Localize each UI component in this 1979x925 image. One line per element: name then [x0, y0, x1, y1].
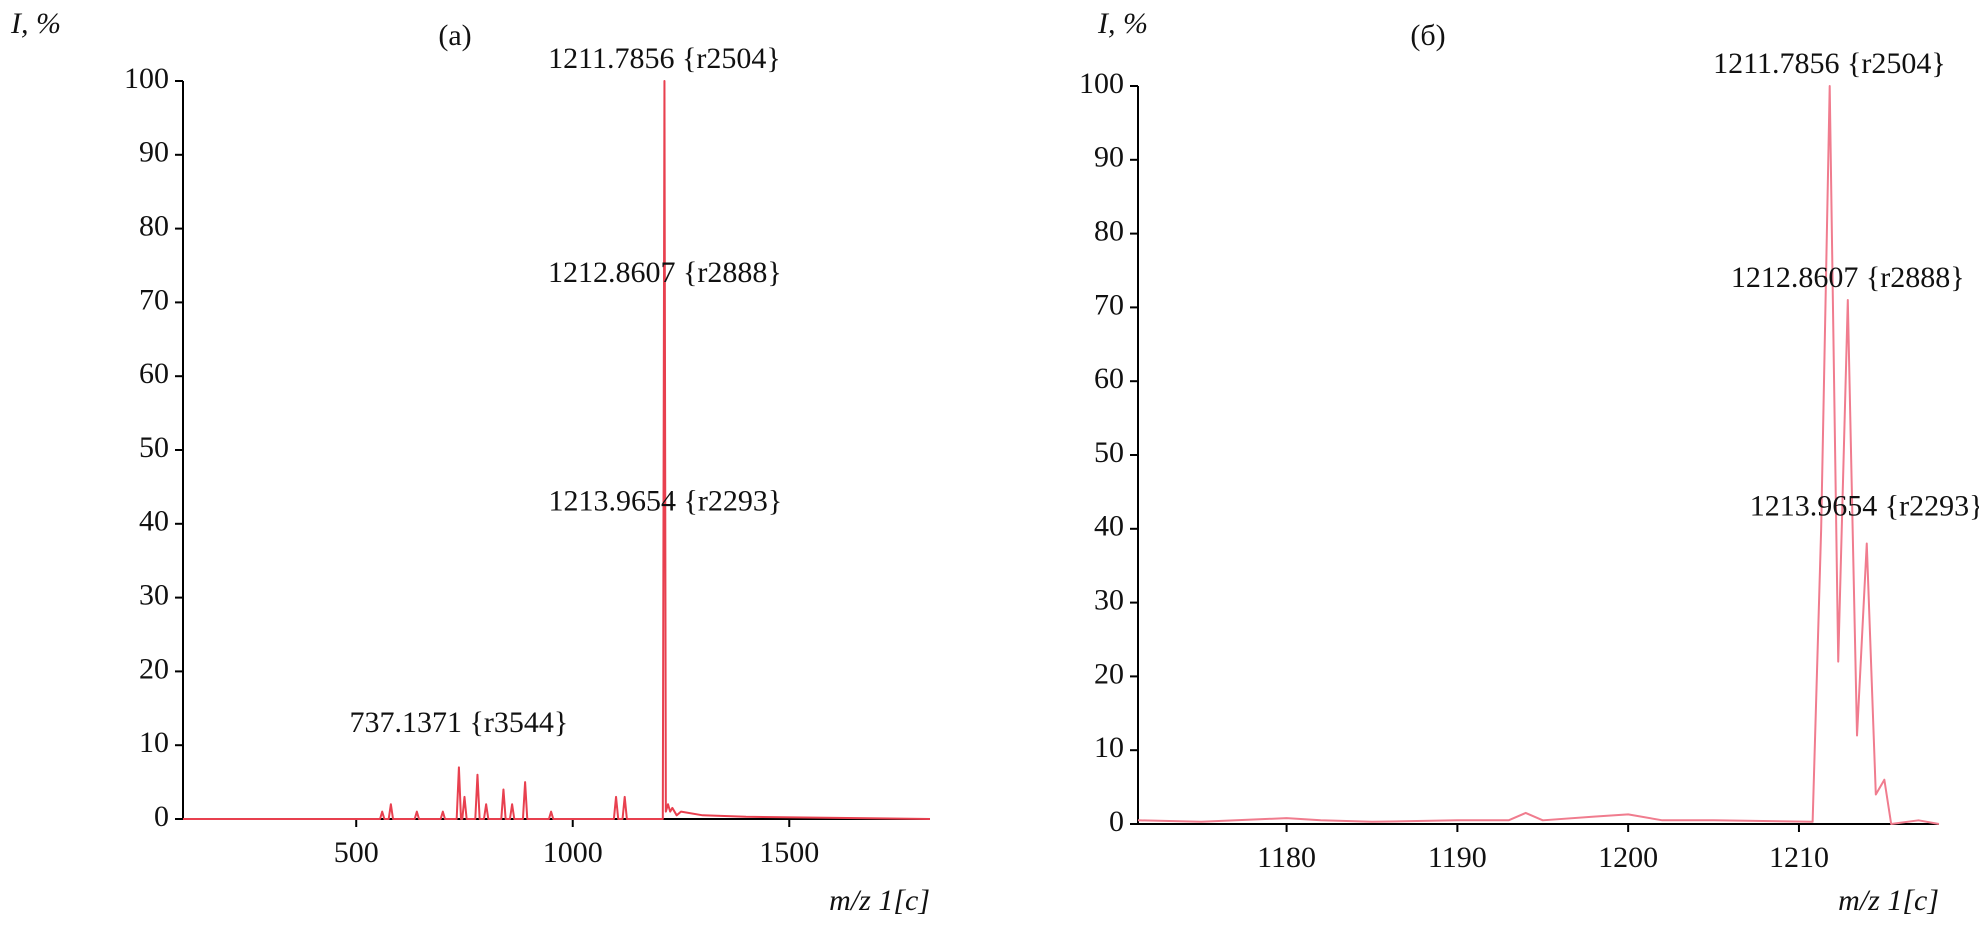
y-tick-label: 10	[1094, 731, 1124, 764]
y-tick-label: 70	[139, 283, 169, 316]
y-tick-label: 20	[139, 652, 169, 685]
x-tick-label: 1180	[1257, 841, 1316, 874]
y-tick-label: 0	[154, 800, 169, 833]
x-axis-label: m/z 1[c]	[1838, 884, 1939, 917]
spectrum-line	[183, 80, 931, 820]
y-tick-label: 50	[139, 431, 169, 464]
y-axis-label: I, %	[10, 7, 61, 40]
x-tick-label: 1200	[1598, 841, 1658, 874]
y-tick-label: 90	[1094, 141, 1124, 174]
y-tick-label: 90	[139, 136, 169, 169]
y-tick-label: 40	[139, 505, 169, 538]
y-tick-label: 0	[1109, 805, 1124, 838]
y-tick-label: 60	[1094, 362, 1124, 395]
y-tick-label: 50	[1094, 436, 1124, 469]
y-tick-label: 80	[139, 209, 169, 242]
chart-title: (б)	[1410, 19, 1445, 52]
y-tick-label: 60	[139, 357, 169, 390]
y-tick-label: 20	[1094, 657, 1124, 690]
y-tick-label: 80	[1094, 214, 1124, 247]
chart-title: (a)	[438, 19, 471, 52]
peak-label: 1213.9654 {r2293}	[548, 485, 782, 518]
x-tick-label: 1210	[1769, 841, 1829, 874]
x-tick-label: 1190	[1428, 841, 1487, 874]
peak-label: 1212.8607 {r2888}	[1731, 261, 1965, 294]
x-axis-label: m/z 1[c]	[829, 884, 930, 917]
x-tick-label: 1500	[759, 836, 819, 869]
peak-label: 1212.8607 {r2888}	[548, 256, 782, 289]
peak-label: 1213.9654 {r2293}	[1750, 490, 1979, 523]
y-axis-label: I, %	[1097, 7, 1148, 40]
x-tick-label: 1000	[543, 836, 603, 869]
y-tick-label: 30	[1094, 583, 1124, 616]
x-tick-label: 500	[334, 836, 379, 869]
y-tick-label: 30	[139, 578, 169, 611]
peak-label: 737.1371 {r3544}	[350, 706, 569, 739]
y-tick-label: 40	[1094, 510, 1124, 543]
y-tick-label: 70	[1094, 288, 1124, 321]
spectrum-line	[1137, 85, 1940, 825]
y-tick-label: 100	[124, 62, 169, 95]
peak-label: 1211.7856 {r2504}	[548, 42, 781, 75]
peak-label: 1211.7856 {r2504}	[1713, 47, 1946, 80]
y-tick-label: 10	[139, 726, 169, 759]
y-tick-label: 100	[1079, 67, 1124, 100]
